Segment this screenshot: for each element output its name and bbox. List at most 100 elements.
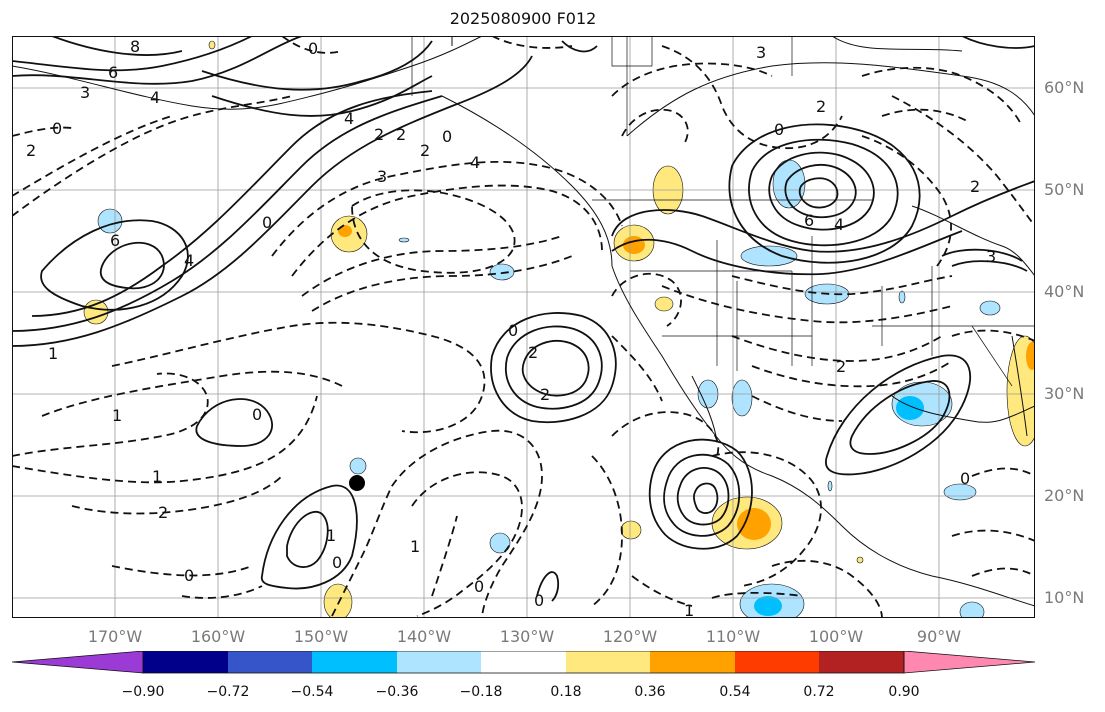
contour-label: 8 bbox=[130, 37, 140, 56]
contour-label: 2 bbox=[970, 177, 980, 196]
colorbar-tick-label: 0.90 bbox=[888, 684, 920, 700]
coastlines bbox=[12, 36, 1035, 607]
contour-label: 0 bbox=[52, 119, 62, 138]
lon-label: 140°W bbox=[396, 627, 452, 646]
lat-label: 60°N bbox=[1044, 78, 1085, 97]
lon-label: 170°W bbox=[87, 627, 143, 646]
lon-label: 160°W bbox=[190, 627, 246, 646]
contours-positive bbox=[12, 36, 1035, 602]
colorbar-tick-label: 0.72 bbox=[803, 684, 835, 700]
colorbar-segment bbox=[650, 651, 735, 673]
contour-label: 0 bbox=[534, 591, 544, 610]
shade-negative bbox=[827, 480, 833, 492]
shade-negative bbox=[731, 379, 753, 417]
shade-positive-strong bbox=[623, 236, 645, 254]
lat-label: 50°N bbox=[1044, 180, 1085, 199]
lat-label: 40°N bbox=[1044, 282, 1085, 301]
colorbar-tick-label: 0.54 bbox=[719, 684, 751, 700]
contour-label: 6 bbox=[108, 63, 118, 82]
shade-positive bbox=[856, 556, 864, 564]
shade-negative bbox=[898, 290, 906, 304]
colorbar-tick-label: −0.72 bbox=[206, 684, 250, 700]
shade-negative bbox=[489, 532, 511, 554]
lon-label: 150°W bbox=[293, 627, 349, 646]
contour-label: 1 bbox=[684, 601, 694, 618]
shade-negative bbox=[398, 237, 410, 243]
contour-label: 2 bbox=[528, 343, 538, 362]
lon-label: 120°W bbox=[602, 627, 658, 646]
contour-label: 1 bbox=[112, 406, 122, 425]
colorbar-segment bbox=[312, 651, 397, 673]
contour-label: 3 bbox=[80, 83, 90, 102]
contour-label: 0 bbox=[332, 553, 342, 572]
contour-label: 2 bbox=[420, 141, 430, 160]
lat-label: 20°N bbox=[1044, 486, 1085, 505]
contour-label: 2 bbox=[158, 503, 168, 522]
map-title: 2025080900 F012 bbox=[449, 9, 597, 28]
contour-label: 1 bbox=[48, 344, 58, 363]
contour-label: 2 bbox=[374, 125, 384, 144]
contour-label: 1 bbox=[326, 526, 336, 545]
lat-label: 10°N bbox=[1044, 588, 1085, 607]
contour-label: 0 bbox=[960, 469, 970, 488]
colorbar-tick-label: −0.18 bbox=[459, 684, 503, 700]
contour-label: 2 bbox=[396, 125, 406, 144]
contour-label: 4 bbox=[834, 215, 844, 234]
shade-positive-strong bbox=[737, 508, 771, 540]
lon-label: 110°W bbox=[705, 627, 761, 646]
contour-label: 1 bbox=[410, 537, 420, 556]
shaded-anomalies bbox=[83, 40, 1035, 618]
colorbar-segment bbox=[735, 651, 819, 673]
colorbar bbox=[12, 651, 1036, 674]
contour-label: 2 bbox=[540, 385, 550, 404]
lon-label: 100°W bbox=[808, 627, 864, 646]
contour-label: 0 bbox=[308, 39, 318, 58]
colorbar-tick-label: −0.54 bbox=[290, 684, 334, 700]
contour-label: 0 bbox=[262, 213, 272, 232]
colorbar-tick-label: 0.18 bbox=[550, 684, 582, 700]
colorbar-tick-label: −0.90 bbox=[121, 684, 165, 700]
colorbar-segment bbox=[819, 651, 904, 673]
map-frame bbox=[12, 36, 1035, 618]
colorbar-extend-low bbox=[12, 651, 144, 674]
graticule bbox=[12, 36, 1035, 618]
colorbar-segment bbox=[481, 651, 566, 673]
colorbar-tick-label: 0.36 bbox=[634, 684, 666, 700]
contour-label: 0 bbox=[508, 321, 518, 340]
contour-label: 6 bbox=[110, 231, 120, 250]
contour-label: 3 bbox=[756, 43, 766, 62]
colorbar-segment bbox=[397, 651, 481, 673]
lon-label: 130°W bbox=[499, 627, 555, 646]
point-marker bbox=[349, 475, 365, 491]
contour-label: 4 bbox=[470, 153, 480, 172]
map-plot: 8 6 4 3 4 2 2 0 2 4 3 0 6 4 2 0 1 0 2 2 … bbox=[12, 36, 1035, 618]
shade-positive bbox=[620, 520, 642, 540]
shade-negative-strong bbox=[754, 596, 782, 616]
contour-labels: 8 6 4 3 4 2 2 0 2 4 3 0 6 4 2 0 1 0 2 2 … bbox=[26, 37, 996, 618]
contour-label: 2 bbox=[836, 357, 846, 376]
shade-negative bbox=[740, 245, 798, 267]
shade-negative bbox=[979, 300, 1001, 316]
contour-label: 4 bbox=[184, 251, 194, 270]
contour-label: 6 bbox=[804, 211, 814, 230]
shade-negative bbox=[349, 457, 367, 475]
contour-label: 1 bbox=[152, 467, 162, 486]
colorbar-segment bbox=[143, 651, 228, 673]
contours-negative bbox=[12, 36, 1035, 618]
colorbar-tick-label: −0.36 bbox=[375, 684, 419, 700]
shade-negative-strong bbox=[896, 396, 924, 420]
lat-label: 30°N bbox=[1044, 384, 1085, 403]
shade-positive bbox=[323, 583, 353, 618]
contour-label: 2 bbox=[26, 141, 36, 160]
contour-label: 0 bbox=[442, 127, 452, 146]
colorbar-segment bbox=[566, 651, 650, 673]
shade-positive bbox=[208, 40, 216, 50]
colorbar-extend-high bbox=[903, 651, 1036, 674]
shade-negative bbox=[489, 263, 515, 281]
lon-label: 90°W bbox=[916, 627, 962, 646]
shade-negative bbox=[97, 208, 123, 234]
contour-label: 4 bbox=[344, 109, 354, 128]
contour-label: 0 bbox=[474, 577, 484, 596]
shade-positive-strong bbox=[1026, 342, 1035, 370]
shade-negative bbox=[959, 601, 985, 618]
